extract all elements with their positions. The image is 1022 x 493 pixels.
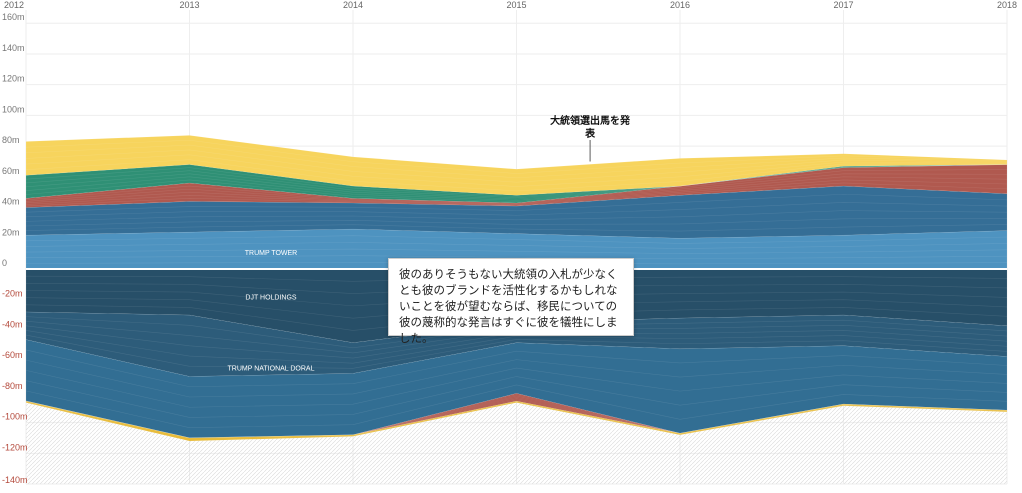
tooltip: 彼のありそうもない大統領の入札が少なくとも彼のブランドを活性化するかもしれないこ… bbox=[388, 258, 634, 345]
area-labels: TRUMP TOWER DJT HOLDINGS TRUMP NATIONAL DO… bbox=[228, 250, 315, 372]
y-tick-label: 160m bbox=[2, 12, 25, 22]
series-stripe bbox=[25, 154, 1008, 187]
x-tick-label: 2018 bbox=[997, 0, 1017, 10]
y-tick-label: -140m bbox=[2, 475, 28, 485]
y-tick-label: -20m bbox=[2, 289, 23, 299]
hatched-background bbox=[26, 402, 1007, 485]
series-stripe bbox=[25, 384, 1008, 429]
series-stripe bbox=[25, 248, 1008, 254]
x-tick-label: 2015 bbox=[506, 0, 526, 10]
y-tick-label: 100m bbox=[2, 104, 25, 114]
x-tick-label: 2012 bbox=[4, 0, 24, 10]
series-stripe bbox=[25, 224, 1008, 232]
series-stripe bbox=[25, 139, 1008, 174]
series-stripe bbox=[25, 176, 1008, 205]
y-tick-label: -40m bbox=[2, 319, 23, 329]
series-stripe bbox=[25, 210, 1008, 222]
series-stripe bbox=[25, 255, 1008, 260]
series-stripe bbox=[25, 401, 1008, 440]
series-stripe bbox=[25, 144, 1008, 179]
series-stripe bbox=[25, 173, 1008, 205]
series-stripe bbox=[25, 334, 1008, 369]
area-label: TRUMP TOWER bbox=[245, 250, 298, 257]
y-tick-label: -100m bbox=[2, 412, 28, 422]
x-tick-label: 2013 bbox=[179, 0, 199, 10]
y-tick-label: -80m bbox=[2, 381, 23, 391]
y-tick-label: 0 bbox=[2, 258, 7, 268]
series-stripe bbox=[25, 242, 1008, 249]
series-stripe bbox=[25, 149, 1008, 183]
series-stripe bbox=[25, 164, 1008, 197]
x-tick-label: 2017 bbox=[833, 0, 853, 10]
series-stripe bbox=[25, 169, 1008, 204]
series-stripe bbox=[25, 401, 1008, 439]
y-axis-ticks: 160m 140m 120m 100m 80m 60m 40m 20m 0 -20m -40m -60… bbox=[2, 12, 28, 485]
x-tick-label: 2016 bbox=[670, 0, 690, 10]
annotation-text: 表 bbox=[584, 127, 596, 140]
series-stripe bbox=[25, 401, 1008, 440]
series-stripe bbox=[25, 376, 1008, 418]
area-series bbox=[25, 135, 1008, 485]
y-tick-label: 40m bbox=[2, 197, 20, 207]
series-stripe bbox=[25, 164, 1008, 199]
series-stripe bbox=[25, 218, 1008, 227]
series-stripe bbox=[25, 330, 1008, 364]
series-stripe bbox=[25, 202, 1008, 218]
series-stripe bbox=[25, 179, 1008, 206]
y-tick-label: 80m bbox=[2, 135, 20, 145]
series-area-9 bbox=[25, 400, 1008, 442]
series-stripe bbox=[25, 235, 1008, 244]
series-stripe bbox=[25, 159, 1008, 192]
series-stripe bbox=[25, 367, 1008, 408]
series-stripe bbox=[25, 164, 1008, 200]
series-area-2 bbox=[25, 164, 1008, 208]
series-stripe bbox=[25, 349, 1008, 388]
series-stripe bbox=[25, 164, 1008, 201]
y-tick-label: 140m bbox=[2, 43, 25, 53]
series-stripe bbox=[25, 193, 1008, 213]
series-stripe bbox=[25, 402, 1008, 441]
area-label: TRUMP NATIONAL DORAL bbox=[228, 365, 315, 372]
y-tick-label: 60m bbox=[2, 166, 20, 176]
y-tick-label: 120m bbox=[2, 74, 25, 84]
series-stripe bbox=[25, 401, 1008, 441]
y-tick-label: -60m bbox=[2, 350, 23, 360]
x-tick-label: 2014 bbox=[343, 0, 363, 10]
series-stripe bbox=[25, 359, 1008, 398]
y-tick-label: -120m bbox=[2, 442, 28, 452]
y-tick-label: 20m bbox=[2, 227, 20, 237]
area-label: DJT HOLDINGS bbox=[245, 295, 297, 302]
annotation-text: 大統領選出馬を発 bbox=[550, 114, 631, 127]
x-axis-ticks: 2012 2013 2014 2015 2016 2017 2018 bbox=[4, 0, 1017, 10]
series-stripe bbox=[25, 182, 1008, 207]
series-area-4 bbox=[25, 135, 1008, 196]
series-stripe bbox=[25, 164, 1008, 202]
